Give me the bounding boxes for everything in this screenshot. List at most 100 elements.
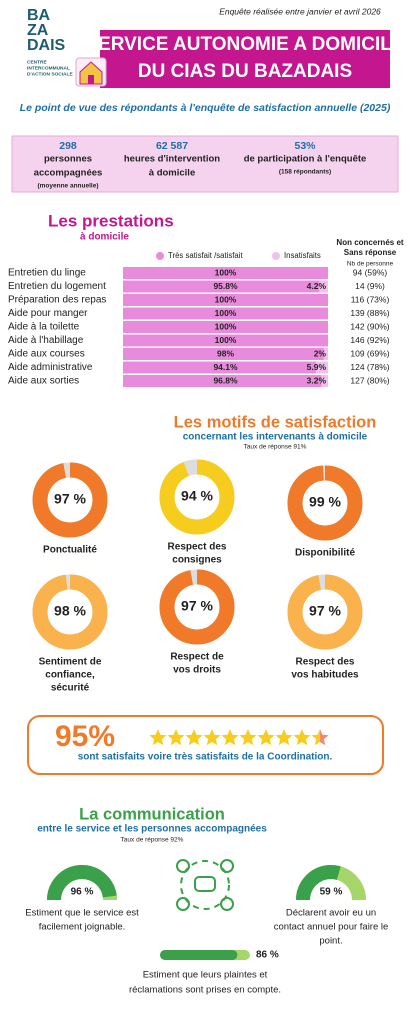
star: [185, 729, 203, 746]
satisfied-bar: [123, 361, 316, 374]
stat-note: (moyenne annuelle): [37, 183, 98, 190]
nc-value: 14 (9%): [355, 281, 385, 291]
satisfied-label: 100%: [215, 335, 237, 345]
communication-icon: [176, 859, 234, 911]
stat-label: à domicile: [149, 168, 195, 179]
progress-label: 86 %: [256, 950, 279, 961]
star: [167, 729, 185, 746]
nc-header: Non concernés et: [336, 238, 403, 247]
unsatisfied-bar: [319, 280, 328, 293]
nc-value: 109 (69%): [350, 348, 389, 358]
satisfied-label: 98%: [217, 348, 234, 358]
star: [257, 729, 275, 746]
star-rating: [149, 729, 329, 746]
section-title: Les motifs de satisfaction: [174, 413, 377, 431]
unsatisfied-bar: [323, 348, 328, 360]
row-label: Aide aux sorties: [8, 376, 79, 387]
logo-text: BA: [27, 7, 51, 24]
row-label: Entretien du linge: [8, 268, 86, 279]
satisfied-label: 100%: [215, 294, 237, 304]
donut-arc: [159, 459, 235, 535]
gauge-text: contact annuel pour faire le: [274, 922, 389, 933]
coordination-text: sont satisfaits voire très satisfaits de…: [78, 752, 333, 763]
donut-label: 98 %: [54, 603, 86, 619]
section-subtitle: concernant les intervenants à domicile: [183, 432, 368, 443]
stat-value: 298: [59, 140, 77, 152]
section-note: Taux de réponse 92%: [121, 837, 184, 844]
stats-box: [11, 135, 399, 193]
donut-arc: [32, 574, 108, 650]
section-title: Les prestations: [48, 211, 174, 230]
nc-value: 94 (59%): [353, 267, 388, 277]
unsatisfied-label: 4.2%: [307, 281, 327, 291]
satisfied-bar: [123, 321, 328, 333]
section-note: Taux de réponse 91%: [244, 444, 307, 451]
stat-label: personnes: [44, 154, 92, 165]
donut-arc: [287, 465, 363, 541]
row-label: Entretien du logement: [8, 281, 106, 292]
page-title: SERVICE AUTONOMIE A DOMICILE: [85, 34, 404, 55]
gauge-text: Déclarent avoir eu un: [286, 908, 376, 919]
section-subtitle: entre le service et les personnes accomp…: [37, 824, 267, 835]
row-label: Aide administrative: [8, 362, 93, 373]
star: [203, 729, 221, 746]
stat-note: (158 répondants): [279, 169, 331, 176]
subtitle: Le point de vue des répondants à l'enquê…: [20, 102, 391, 114]
donut-label: 97 %: [309, 603, 341, 619]
star: [275, 729, 293, 746]
nc-value: 127 (80%): [350, 375, 389, 385]
nc-value: 116 (73%): [351, 294, 390, 304]
gauge-arc: [296, 865, 366, 901]
gauge-text: facilement joignable.: [39, 922, 126, 933]
unsatisfied-label: 2%: [314, 348, 327, 358]
satisfied-bar: [123, 307, 328, 320]
section-subtitle: à domicile: [80, 232, 129, 243]
nc-unit: Nb de personne: [347, 261, 394, 268]
donut-name: vos droits: [173, 665, 221, 676]
small-logo: [75, 57, 107, 87]
satisfied-bar: [123, 375, 322, 387]
donut-name: Disponibilité: [295, 548, 355, 559]
donut-name: Sentiment de: [39, 657, 102, 668]
donut-name: Respect des: [296, 657, 355, 668]
donut-name: Ponctualité: [43, 545, 97, 556]
progress-text: Estiment que leurs plaintes et: [143, 970, 268, 981]
unsatisfied-label: 3.2%: [307, 375, 327, 385]
donut-name: sécurité: [51, 683, 90, 694]
logo-caption: CENTRE: [27, 59, 48, 65]
gauge-label: 96 %: [71, 887, 94, 898]
donut-name: Respect de: [170, 652, 224, 663]
star: [149, 729, 167, 746]
unsatisfied-bar: [321, 375, 328, 387]
nc-value: 124 (78%): [350, 362, 389, 372]
progress-text: réclamations sont prises en compte.: [129, 985, 281, 996]
nc-value: 139 (88%): [350, 308, 389, 318]
stat-label: de participation à l'enquête: [244, 154, 367, 165]
donut-name: vos habitudes: [291, 670, 359, 681]
progress-bar: [160, 950, 238, 960]
page-title: DU CIAS DU BAZADAIS: [138, 61, 352, 82]
donut-label: 97 %: [54, 491, 86, 507]
nc-value: 142 (90%): [350, 321, 389, 331]
row-label: Aide à l'habillage: [8, 335, 84, 346]
logo-caption: INTERCOMMUNAL: [27, 65, 70, 71]
satisfied-bar: [123, 267, 328, 279]
donut-label: 99 %: [309, 494, 341, 510]
gauge-arc: [47, 865, 117, 901]
star: [311, 729, 329, 746]
row-label: Aide aux courses: [8, 349, 85, 360]
legend-swatch: [272, 252, 280, 260]
satisfied-bar: [123, 334, 328, 347]
donut-arc: [159, 569, 235, 645]
nc-header: Sans réponse: [344, 248, 397, 257]
title-box: [100, 30, 390, 88]
donut-name: consignes: [172, 555, 222, 566]
stat-label: heures d'intervention: [124, 154, 220, 165]
satisfied-label: 94.1%: [213, 362, 238, 372]
satisfied-bar: [123, 348, 324, 360]
satisfied-label: 100%: [215, 308, 237, 318]
satisfied-label: 100%: [215, 321, 237, 331]
survey-note: Enquête réalisée entre janvier et avril …: [219, 6, 381, 16]
